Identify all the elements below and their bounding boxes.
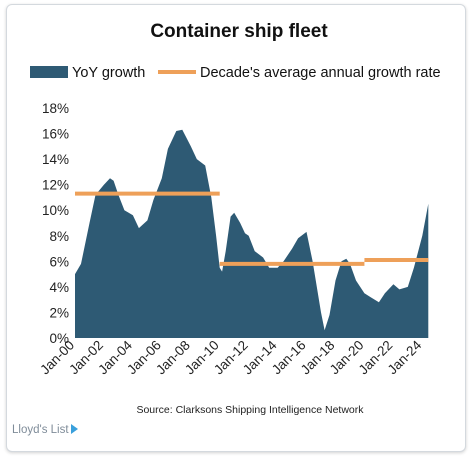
legend-swatch-area (30, 66, 68, 78)
legend-label-yoy: YoY growth (72, 65, 145, 81)
y-axis: 0% 2% 4% 6% 8% 10% 12% 14% 16% 18% (42, 101, 69, 346)
brand-arrow-icon (70, 424, 78, 434)
y-tick-label: 14% (42, 152, 69, 167)
y-tick-label: 12% (42, 178, 69, 193)
y-tick-label: 10% (42, 203, 69, 218)
y-tick-label: 6% (49, 254, 69, 269)
brand-name: Lloyd's List (12, 424, 69, 436)
legend-label-average: Decade's average annual growth rate (200, 65, 441, 81)
y-tick-label: 4% (49, 280, 69, 295)
brand-footer: Lloyd's List (12, 424, 78, 436)
x-tick-label: Jan-24 (385, 337, 425, 377)
y-tick-label: 18% (42, 101, 69, 116)
plot-area (75, 129, 429, 338)
legend: YoY growth Decade's average annual growt… (30, 65, 441, 81)
chart-title: Container ship fleet (150, 21, 328, 42)
y-tick-label: 2% (49, 305, 69, 320)
y-tick-label: 16% (42, 127, 69, 142)
source-note: Source: Clarksons Shipping Intelligence … (136, 404, 364, 416)
x-axis: Jan-00Jan-02Jan-04Jan-06Jan-08Jan-10Jan-… (37, 337, 424, 377)
y-tick-label: 0% (49, 331, 69, 346)
y-tick-label: 8% (49, 229, 69, 244)
yoy-growth-area (75, 129, 429, 338)
